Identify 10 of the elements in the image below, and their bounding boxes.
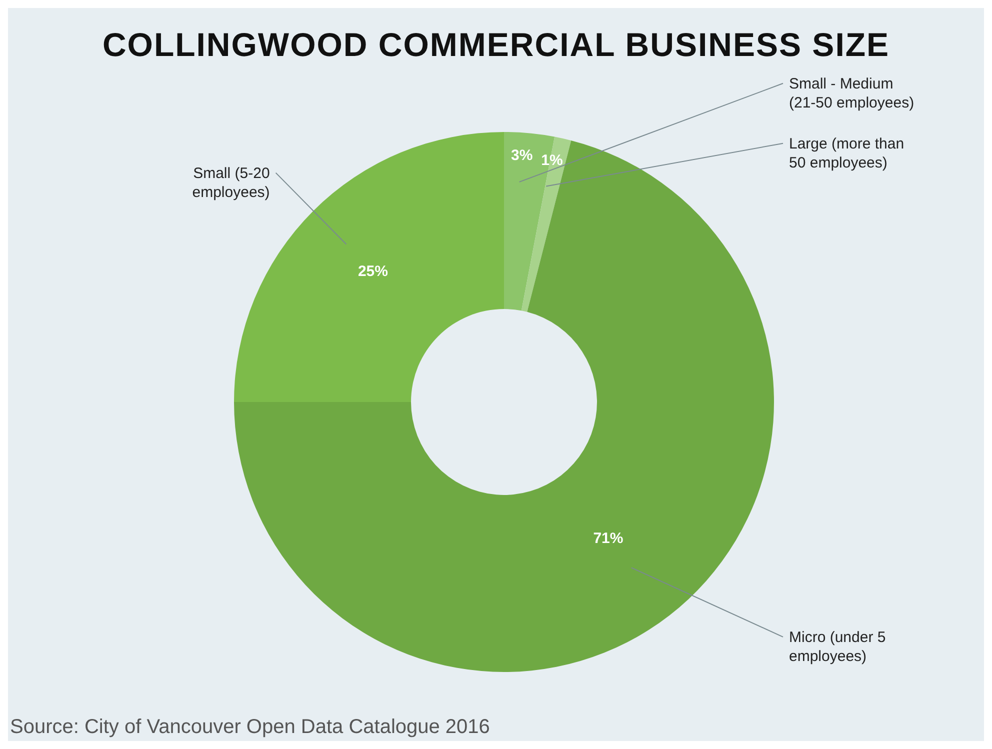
data-label: 25% <box>358 262 388 280</box>
slice-label: Large (more than 50 employees) <box>789 135 904 172</box>
data-label: 3% <box>511 147 533 164</box>
data-label: 71% <box>593 530 624 547</box>
chart-title: COLLINGWOOD COMMERCIAL BUSINESS SIZE <box>101 26 891 64</box>
data-label: 1% <box>541 152 563 169</box>
slice-label: Small (5-20 employees) <box>192 164 270 201</box>
source-note: Source: City of Vancouver Open Data Catalogue 2016 <box>10 716 490 739</box>
slice-label: Small - Medium (21-50 employees) <box>789 75 914 112</box>
slice-label: Micro (under 5 employees) <box>789 628 886 665</box>
